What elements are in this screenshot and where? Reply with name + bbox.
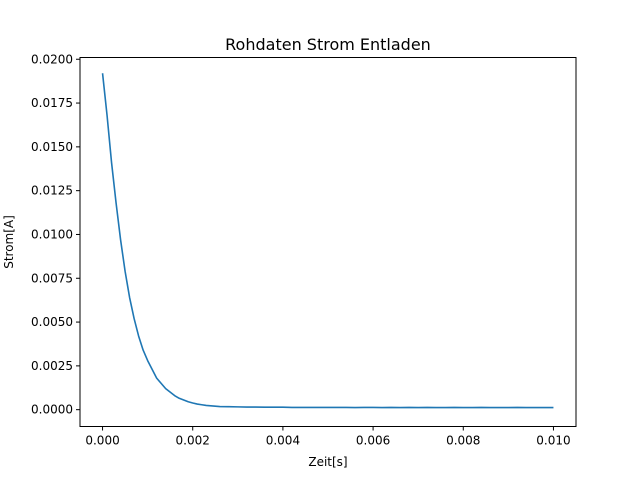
x-axis-label: Zeit[s] xyxy=(308,455,347,469)
y-tick-label: 0.0050 xyxy=(31,315,73,329)
y-tick-label: 0.0150 xyxy=(31,140,73,154)
y-tick-label: 0.0200 xyxy=(31,52,73,66)
y-axis-label: Strom[A] xyxy=(2,215,16,269)
x-tick-label: 0.006 xyxy=(356,434,390,448)
x-tick-label: 0.004 xyxy=(266,434,300,448)
y-axis: 0.0000 0.0025 0.0050 0.0075 0.0100 0.0125 0.01… xyxy=(31,52,80,417)
y-tick-label: 0.0000 xyxy=(31,403,73,417)
plot-frame xyxy=(79,57,577,427)
y-tick-label: 0.0175 xyxy=(31,96,73,110)
y-tick-label: 0.0125 xyxy=(31,184,73,198)
chart-title: Rohdaten Strom Entladen xyxy=(225,35,431,54)
y-tick-label: 0.0100 xyxy=(31,227,73,241)
x-tick-label: 0.002 xyxy=(176,434,210,448)
plot-layer xyxy=(101,73,554,409)
series-line-0 xyxy=(101,73,554,409)
x-axis: 0.000 0.002 0.004 0.006 0.008 0.010 xyxy=(85,426,571,448)
x-tick-label: 0.000 xyxy=(85,434,119,448)
x-tick-label: 0.008 xyxy=(446,434,480,448)
x-tick-label: 0.010 xyxy=(536,434,570,448)
y-tick-label: 0.0025 xyxy=(31,359,73,373)
y-tick-label: 0.0075 xyxy=(31,271,73,285)
